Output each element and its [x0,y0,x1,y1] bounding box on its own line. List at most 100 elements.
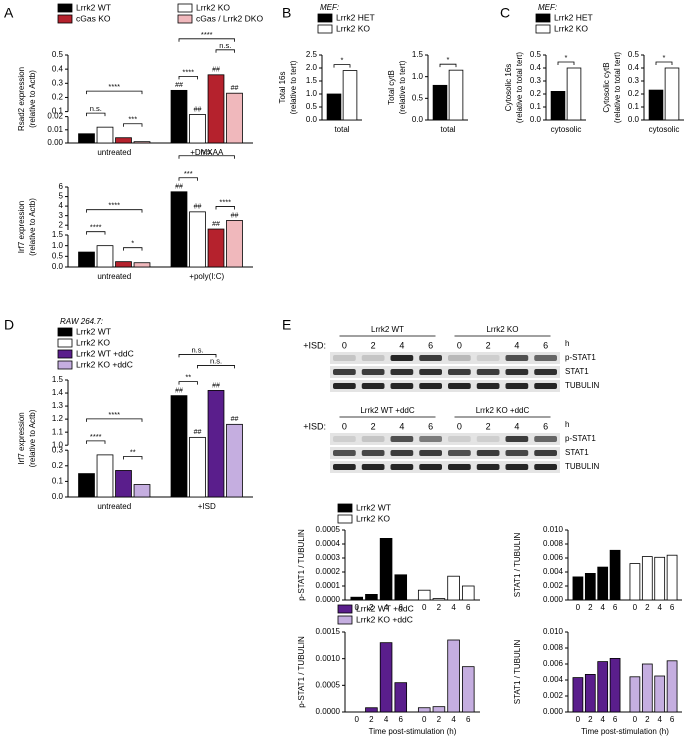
bar [566,67,582,121]
bar [461,666,475,713]
bar [133,141,151,144]
bar [432,84,448,121]
significance-label: n.s. [90,104,102,113]
significance-bracket [86,440,106,444]
y-tick-label: 1.3 [52,401,64,410]
x-tick-label: 0 [576,603,581,612]
y-tick-label: 0.1 [530,102,542,111]
significance-label: **** [108,410,120,419]
significance-bracket [86,90,143,95]
bar-annotation: ## [194,106,202,113]
blot-band [390,450,414,456]
legend-swatch [57,349,73,359]
bar [417,589,431,601]
blot-band [448,436,471,442]
significance-bracket [86,418,143,422]
significance-bracket [215,206,235,210]
blot-strip [330,352,560,364]
bar [207,390,225,498]
blot-band [333,450,356,456]
blot-band [476,383,500,389]
x-tick-label: untreated [97,502,131,511]
bar-annotation: ## [212,67,220,74]
y-tick-label: 0.2 [530,89,542,98]
legend-swatch [337,503,353,513]
x-tick-label: 2 [369,603,374,612]
y-axis-label: p-STAT1 / TUBULIN [297,636,306,708]
y-tick-label: 0.5 [412,93,424,102]
x-tick-label: 4 [657,715,662,724]
legend-label: Lrrk2 KO +ddC [356,614,413,624]
y-tick-label: 0.0000 [316,595,341,604]
bar-annotation: ## [231,212,239,219]
y-tick-label: 0.4 [628,63,640,72]
bar-annotation: ## [231,416,239,423]
bar [654,675,666,713]
blot-time: 2 [486,340,491,350]
bar [597,566,609,601]
blot-band [419,464,442,470]
y-tick-label: 0.00 [47,138,63,147]
y-tick-label: 1.5 [412,50,424,59]
legend-swatch [337,604,353,614]
x-axis-label: Time post-stimulation (h) [369,727,457,736]
y-tick-label: 0.010 [543,627,564,636]
blot-row-label: TUBULIN [565,462,599,471]
significance-label: * [341,56,344,65]
y-tick-label: 0.0005 [316,680,341,689]
legend-swatch [57,3,73,13]
y-tick-label: 5 [59,192,64,201]
y-tick-label: 0.4 [530,63,542,72]
bar [326,93,342,121]
bar [170,395,188,498]
legend-swatch [177,3,193,13]
significance-bracket [439,63,457,68]
bar [96,126,114,144]
blot-group-label: Lrrk2 WT [371,325,404,334]
blot-time: 4 [514,421,519,431]
bar [417,707,431,713]
blot-band [419,355,442,361]
x-axis-label: Time post-stimulation (h) [581,727,669,736]
blot-row-label: p-STAT1 [565,434,596,443]
legend-swatch [177,14,193,24]
blot-band [476,369,500,375]
bar [115,137,132,144]
y-tick-label: 0.4 [52,64,64,73]
significance-label: * [447,55,450,64]
significance-label: **** [182,67,194,76]
bar [365,594,378,601]
blot-band [534,355,557,361]
blot-band [505,450,529,456]
significance-label: **** [108,82,120,91]
bar [170,191,188,268]
legend-label: Lrrk2 KO [76,337,110,347]
bar [394,682,408,713]
significance-bracket [178,155,235,159]
significance-label: **** [90,223,102,232]
y-tick-label: 0.5 [306,102,318,111]
y-tick-label: 0.0 [412,115,424,124]
x-tick-label: 2 [588,603,593,612]
blot-time: 4 [399,340,404,350]
x-tick-label: 0 [576,715,581,724]
blot-band [361,355,385,361]
bar-annotation: ## [175,184,183,191]
y-axis-label: (relative to tert) [398,60,407,114]
y-tick-label: 0.0000 [316,707,341,716]
blot-band [448,355,471,361]
bar [78,251,95,268]
bar [226,220,243,268]
significance-label: **** [219,197,231,206]
panel-label: C [500,5,510,21]
bar [629,676,641,713]
y-tick-label: 0.1 [52,477,64,486]
bar-annotation: ## [212,382,220,389]
bar [115,470,132,498]
significance-label: *** [184,169,193,178]
blot-group-label: Lrrk2 KO [486,325,518,334]
significance-label: n.s. [210,356,222,365]
blot-band [361,383,385,389]
blot-time: 2 [371,340,376,350]
